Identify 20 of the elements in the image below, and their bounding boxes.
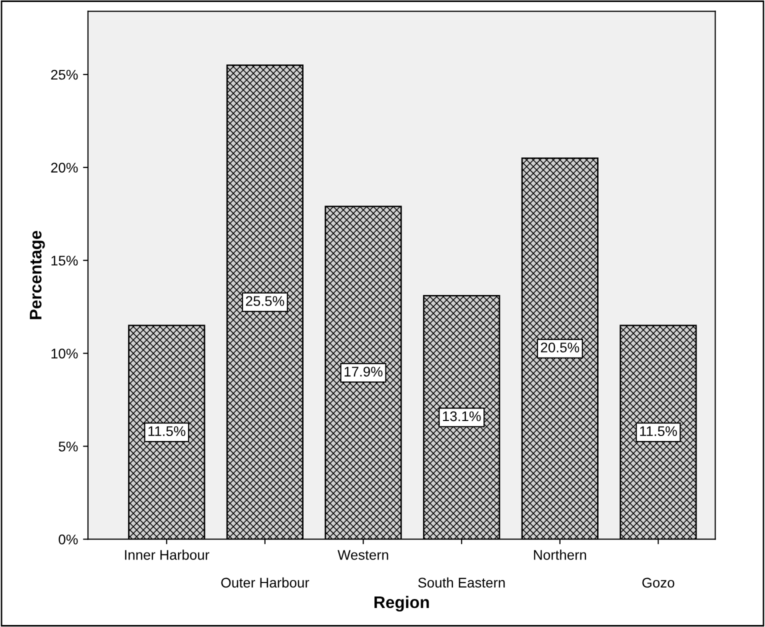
y-tick-label: 0% (58, 534, 78, 544)
x-tick-label: South Eastern (418, 577, 505, 588)
x-tick-label: Inner Harbour (125, 550, 210, 560)
y-axis-title: Percentage (30, 230, 45, 320)
data-label: 11.5% (148, 426, 186, 436)
data-label: 17.9% (344, 366, 382, 377)
data-label: 13.1% (442, 411, 481, 422)
data-label: 11.5% (640, 426, 677, 436)
y-tick-label: 25% (51, 70, 78, 80)
data-label: 25.5% (246, 296, 284, 306)
x-tick-label: Outer Harbour (221, 577, 310, 588)
x-tick-label: Gozo (642, 578, 674, 588)
data-label: 20.5% (540, 342, 580, 352)
y-tick-label: 15% (52, 256, 78, 266)
y-tick-label: 5% (58, 442, 78, 452)
y-tick-label: 10% (52, 348, 78, 358)
x-tick-label: Western (338, 550, 388, 560)
x-axis-title: Region (374, 596, 429, 612)
x-tick-label: Northern (534, 550, 586, 560)
y-tick-label: 20% (51, 162, 78, 173)
